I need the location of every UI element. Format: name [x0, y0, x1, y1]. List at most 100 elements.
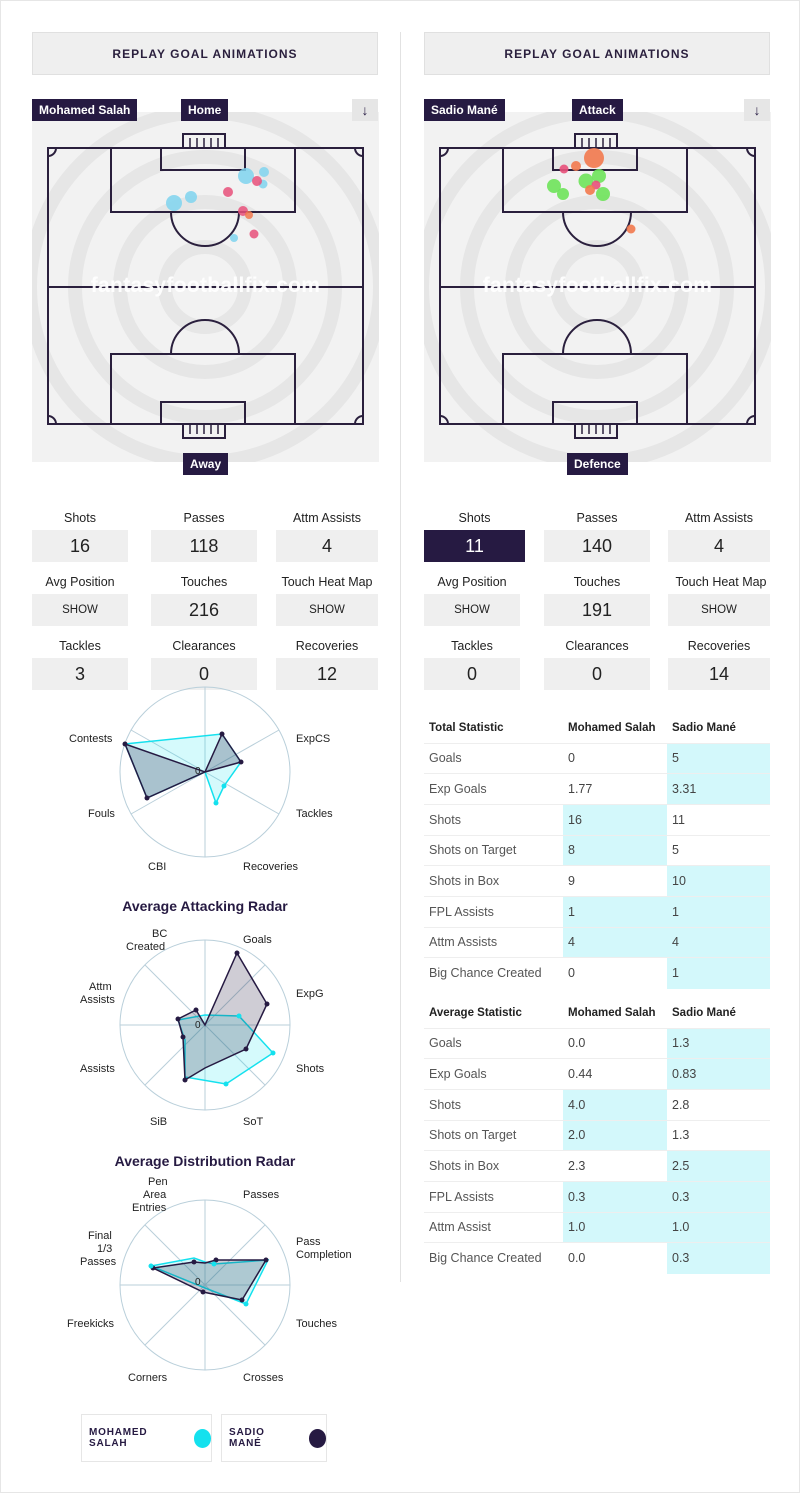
shot-marker[interactable] — [223, 187, 233, 197]
shot-marker[interactable] — [585, 185, 595, 195]
salah-value: 8 — [563, 834, 667, 866]
defence-tag[interactable]: Defence — [567, 453, 628, 475]
total-header-salah: Mohamed Salah — [568, 721, 656, 734]
row-label: Shots in Box — [424, 1150, 563, 1182]
table-row: Shots on Target 8 5 — [424, 834, 770, 866]
shot-marker[interactable] — [592, 169, 606, 183]
average-header-salah: Mohamed Salah — [568, 1006, 656, 1019]
recoveries-value: 14 — [668, 658, 770, 690]
shot-marker[interactable] — [238, 168, 254, 184]
radar-label-fouls: Fouls — [88, 808, 115, 820]
download-icon-right[interactable]: ↓ — [744, 99, 770, 121]
row-label: Shots in Box — [424, 865, 563, 897]
radar-label-goals: Goals — [243, 934, 272, 946]
away-tag[interactable]: Away — [183, 453, 229, 475]
mane-value: 0.3 — [667, 1180, 770, 1213]
radar-label-assists: Assists — [80, 1063, 115, 1075]
home-tag[interactable]: Home — [181, 99, 229, 121]
salah-value: 4.0 — [563, 1088, 667, 1121]
radar-label-freekicks: Freekicks — [67, 1318, 115, 1330]
replay-goal-animations-button-left[interactable]: REPLAY GOAL ANIMATIONS — [32, 32, 378, 75]
shot-marker[interactable] — [245, 211, 253, 219]
radar-label-sib: SiB — [150, 1116, 168, 1128]
shot-marker[interactable] — [557, 188, 569, 200]
mane-value: 1 — [667, 895, 770, 928]
mane-value: 2.5 — [667, 1150, 770, 1182]
shot-marker[interactable] — [626, 224, 636, 234]
radar-label-crosses: Crosses — [243, 1372, 284, 1384]
mane-value: 1.3 — [667, 1027, 770, 1059]
passes-value: 140 — [544, 530, 650, 562]
shot-marker[interactable] — [185, 191, 197, 203]
salah-value: 1.0 — [563, 1211, 667, 1243]
shots-value-selected[interactable]: 11 — [424, 530, 525, 562]
watermark-left: fantasyfootballfix.com — [90, 274, 321, 297]
attacking-radar-zero: 0 — [195, 1020, 201, 1031]
shot-marker[interactable] — [252, 176, 262, 186]
legend-mane[interactable]: SADIO MANÉ — [221, 1414, 327, 1462]
touches-label: Touches — [180, 575, 228, 589]
table-row: Shots on Target 2.0 1.3 — [424, 1119, 770, 1151]
passes-label: Passes — [183, 511, 225, 525]
row-label: FPL Assists — [424, 1180, 563, 1213]
salah-value: 0 — [563, 957, 667, 989]
touch-heat-map-show-button[interactable]: SHOW — [276, 594, 378, 626]
pitch-drawing — [32, 112, 379, 462]
shot-marker[interactable] — [259, 167, 269, 177]
shot-marker[interactable] — [578, 173, 594, 189]
clearances-label: Clearances — [172, 639, 236, 653]
row-label: Shots — [424, 1088, 563, 1121]
radar-label-attm-assists: Assists — [80, 994, 115, 1006]
salah-value: 1 — [563, 895, 667, 928]
table-row: FPL Assists 1 1 — [424, 895, 770, 928]
avg-position-show-button[interactable]: SHOW — [424, 594, 520, 626]
download-icon-left[interactable]: ↓ — [352, 99, 378, 121]
radar-label-recoveries: Recoveries — [243, 861, 299, 873]
mane-value: 1 — [667, 957, 770, 989]
shots-label: Shots — [458, 511, 491, 525]
row-label: Goals — [424, 742, 563, 774]
mane-value: 2.8 — [667, 1088, 770, 1121]
shot-marker[interactable] — [230, 234, 238, 242]
table-row: Big Chance Created 0.0 0.3 — [424, 1242, 770, 1274]
avg-position-show-button[interactable]: SHOW — [32, 594, 128, 626]
row-label: Big Chance Created — [424, 1242, 563, 1274]
shot-marker[interactable] — [559, 164, 569, 174]
shot-marker[interactable] — [547, 179, 561, 193]
mane-distribution-polygon — [150, 1259, 268, 1301]
shot-marker[interactable] — [166, 195, 182, 211]
replay-goal-animations-button-right[interactable]: REPLAY GOAL ANIMATIONS — [424, 32, 770, 75]
row-label: FPL Assists — [424, 895, 563, 928]
shot-marker[interactable] — [571, 161, 581, 171]
touch-heat-map-show-button[interactable]: SHOW — [668, 594, 770, 626]
table-row: Shots 4.0 2.8 — [424, 1088, 770, 1121]
salah-value: 0.0 — [563, 1027, 667, 1059]
shot-marker[interactable] — [584, 148, 604, 168]
legend-salah[interactable]: MOHAMED SALAH — [81, 1414, 212, 1462]
legend-mane-dot-icon — [308, 1428, 326, 1448]
player-name-tag-left: Mohamed Salah — [32, 99, 138, 121]
salah-value: 1.77 — [563, 773, 667, 805]
mane-value: 0.83 — [667, 1058, 770, 1090]
passes-value: 118 — [151, 530, 257, 562]
shot-marker[interactable] — [249, 229, 259, 239]
clearances-label: Clearances — [565, 639, 629, 653]
radar-label-tackles: Tackles — [296, 808, 333, 820]
tackles-value: 0 — [424, 658, 520, 690]
table-row: Shots in Box 9 10 — [424, 865, 770, 897]
radar-label-expcs: ExpCS — [296, 733, 331, 745]
salah-value: 2.3 — [563, 1150, 667, 1182]
column-divider — [400, 32, 401, 1282]
attack-tag[interactable]: Attack — [572, 99, 623, 121]
salah-value: 16 — [563, 803, 667, 836]
shot-marker[interactable] — [596, 187, 610, 201]
attm-assists-value: 4 — [276, 530, 378, 562]
average-header-stat: Average Statistic — [429, 1006, 522, 1019]
radar-label-sot: SoT — [243, 1116, 264, 1128]
salah-value: 0.0 — [563, 1242, 667, 1274]
attm-assists-label: Attm Assists — [684, 511, 754, 525]
attacking-radar-title: Average Attacking Radar — [122, 898, 288, 914]
row-label: Exp Goals — [424, 773, 563, 805]
radar-label-contests: Contests — [69, 733, 113, 745]
